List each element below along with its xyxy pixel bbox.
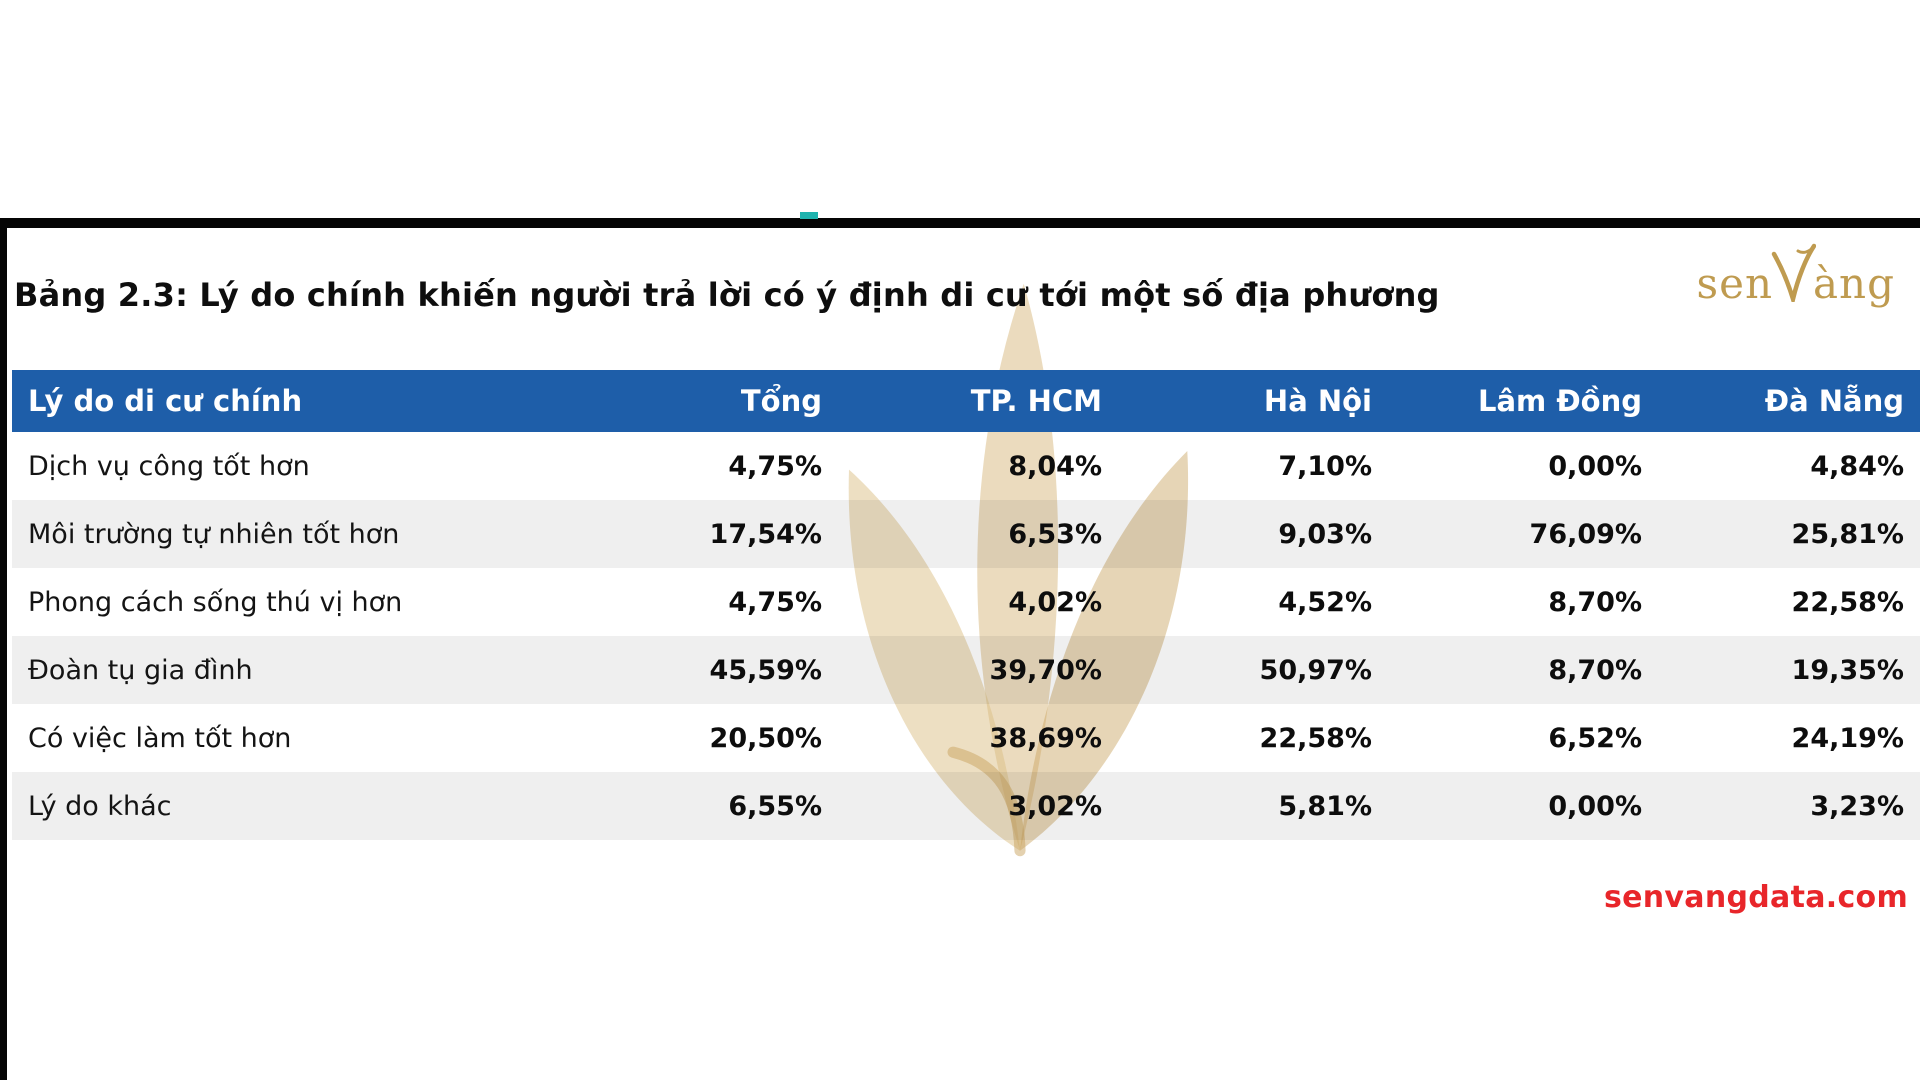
row-label: Có việc làm tốt hơn <box>28 722 292 754</box>
top-divider-rule <box>0 218 1920 228</box>
row-label: Đoàn tụ gia đình <box>28 654 253 686</box>
logo-text-ang: àng <box>1813 259 1895 308</box>
cell-value: 38,69% <box>989 722 1102 754</box>
cell-value: 45,59% <box>709 654 822 686</box>
header-cell-total: Tổng <box>740 384 822 418</box>
cell-value: 8,04% <box>1008 450 1102 482</box>
cell-value: 76,09% <box>1529 518 1642 550</box>
cell-value: 0,00% <box>1548 450 1642 482</box>
row-label: Môi trường tự nhiên tốt hơn <box>28 518 400 550</box>
cell-value: 4,52% <box>1278 586 1372 618</box>
cell-value: 8,70% <box>1548 654 1642 686</box>
footer-site-link: senvangdata.com <box>1603 880 1908 915</box>
cell-value: 19,35% <box>1791 654 1904 686</box>
cell-value: 6,55% <box>728 790 822 822</box>
table-row: Dịch vụ công tốt hơn 4,75% 8,04% 7,10% 0… <box>12 432 1920 500</box>
logo-text-sen: sen <box>1696 259 1774 308</box>
table-row: Đoàn tụ gia đình 45,59% 39,70% 50,97% 8,… <box>12 636 1920 704</box>
header-cell-hanoi: Hà Nội <box>1263 384 1372 418</box>
teal-accent-mark <box>800 212 818 219</box>
senvang-logo: sen àng <box>1696 238 1895 308</box>
cell-value: 4,75% <box>728 450 822 482</box>
table-row: Có việc làm tốt hơn 20,50% 38,69% 22,58%… <box>12 704 1920 772</box>
left-border-rule <box>0 218 7 1080</box>
cell-value: 22,58% <box>1259 722 1372 754</box>
cell-value: 20,50% <box>709 722 822 754</box>
header-cell-reason: Lý do di cư chính <box>28 384 303 418</box>
row-label: Lý do khác <box>28 790 172 822</box>
cell-value: 6,53% <box>1008 518 1102 550</box>
cell-value: 50,97% <box>1259 654 1372 686</box>
cell-value: 6,52% <box>1548 722 1642 754</box>
cell-value: 4,02% <box>1008 586 1102 618</box>
header-cell-danang: Đà Nẵng <box>1764 384 1904 418</box>
header-cell-hcm: TP. HCM <box>970 384 1102 418</box>
cell-value: 22,58% <box>1791 586 1904 618</box>
cell-value: 0,00% <box>1548 790 1642 822</box>
cell-value: 4,75% <box>728 586 822 618</box>
cell-value: 8,70% <box>1548 586 1642 618</box>
cell-value: 39,70% <box>989 654 1102 686</box>
cell-value: 24,19% <box>1791 722 1904 754</box>
cell-value: 9,03% <box>1278 518 1372 550</box>
cell-value: 3,02% <box>1008 790 1102 822</box>
data-table: Lý do di cư chính Tổng TP. HCM Hà Nội Lâ… <box>12 370 1920 840</box>
cell-value: 4,84% <box>1810 450 1904 482</box>
table-header-row: Lý do di cư chính Tổng TP. HCM Hà Nội Lâ… <box>12 370 1920 432</box>
cell-value: 7,10% <box>1278 450 1372 482</box>
row-label: Dịch vụ công tốt hơn <box>28 450 310 482</box>
table-title: Bảng 2.3: Lý do chính khiến người trả lờ… <box>14 276 1440 314</box>
header-cell-lamdong: Lâm Đồng <box>1478 384 1642 418</box>
lotus-leaf-icon <box>1770 242 1817 309</box>
cell-value: 17,54% <box>709 518 822 550</box>
row-label: Phong cách sống thú vị hơn <box>28 586 403 618</box>
table-row: Môi trường tự nhiên tốt hơn 17,54% 6,53%… <box>12 500 1920 568</box>
cell-value: 25,81% <box>1791 518 1904 550</box>
table-row: Lý do khác 6,55% 3,02% 5,81% 0,00% 3,23% <box>12 772 1920 840</box>
cell-value: 5,81% <box>1278 790 1372 822</box>
table-row: Phong cách sống thú vị hơn 4,75% 4,02% 4… <box>12 568 1920 636</box>
cell-value: 3,23% <box>1810 790 1904 822</box>
